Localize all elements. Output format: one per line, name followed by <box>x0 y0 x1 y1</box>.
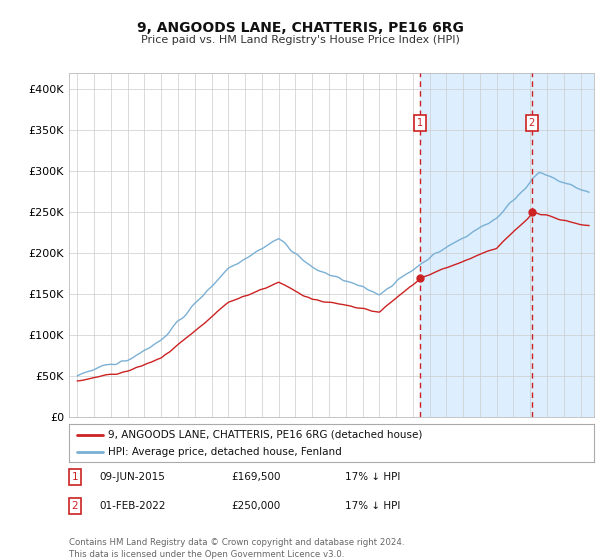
Text: 09-JUN-2015: 09-JUN-2015 <box>99 472 165 482</box>
Text: 1: 1 <box>71 472 79 482</box>
Text: Price paid vs. HM Land Registry's House Price Index (HPI): Price paid vs. HM Land Registry's House … <box>140 35 460 45</box>
Text: 17% ↓ HPI: 17% ↓ HPI <box>345 501 400 511</box>
Text: 9, ANGOODS LANE, CHATTERIS, PE16 6RG: 9, ANGOODS LANE, CHATTERIS, PE16 6RG <box>137 21 463 35</box>
Text: 2: 2 <box>529 118 535 128</box>
Text: 1: 1 <box>417 118 423 128</box>
Text: 17% ↓ HPI: 17% ↓ HPI <box>345 472 400 482</box>
Text: Contains HM Land Registry data © Crown copyright and database right 2024.
This d: Contains HM Land Registry data © Crown c… <box>69 538 404 559</box>
Text: 01-FEB-2022: 01-FEB-2022 <box>99 501 166 511</box>
Text: £250,000: £250,000 <box>231 501 280 511</box>
Bar <box>420 73 594 417</box>
Text: 2: 2 <box>71 501 79 511</box>
Text: HPI: Average price, detached house, Fenland: HPI: Average price, detached house, Fenl… <box>109 447 342 458</box>
Text: £169,500: £169,500 <box>231 472 281 482</box>
Text: 9, ANGOODS LANE, CHATTERIS, PE16 6RG (detached house): 9, ANGOODS LANE, CHATTERIS, PE16 6RG (de… <box>109 430 423 440</box>
